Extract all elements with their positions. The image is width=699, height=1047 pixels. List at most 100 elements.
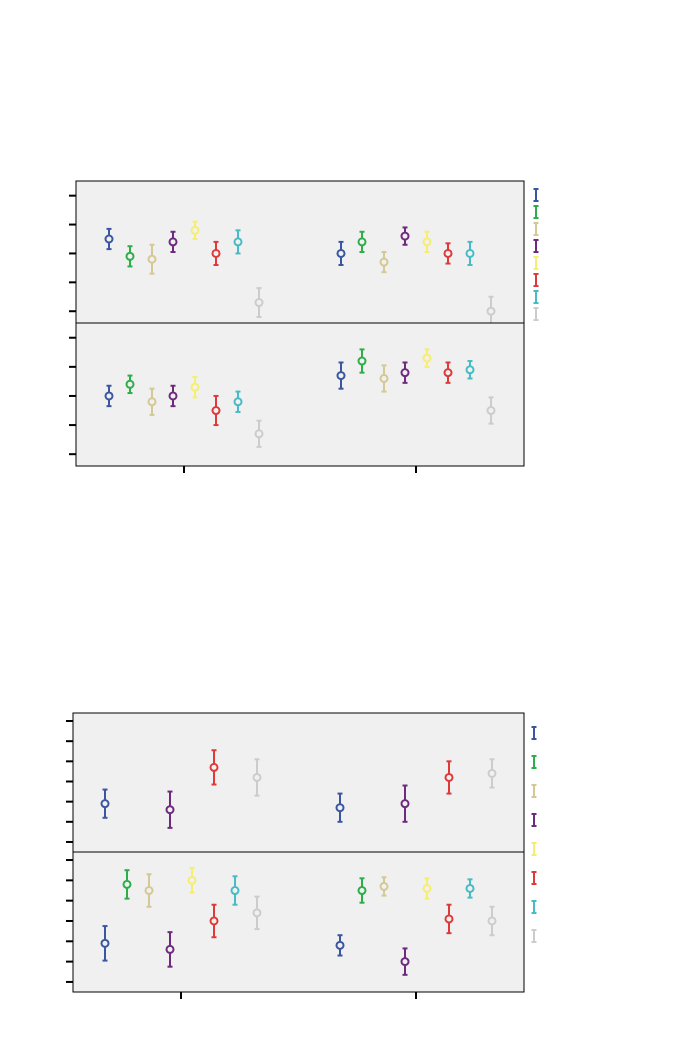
legend-key — [531, 726, 537, 740]
data-point — [252, 758, 262, 797]
data-point — [379, 251, 389, 274]
legend-key — [533, 239, 539, 253]
point-marker — [254, 298, 264, 308]
point-marker — [357, 237, 367, 247]
point-marker — [122, 879, 132, 889]
data-point — [252, 895, 262, 931]
point-marker — [190, 382, 200, 392]
point-marker — [400, 799, 410, 809]
point-marker — [335, 940, 345, 950]
data-point — [335, 934, 345, 957]
data-point — [211, 240, 221, 266]
panel-1 — [69, 180, 525, 327]
data-point — [400, 947, 410, 976]
point-marker — [336, 248, 346, 258]
data-point — [400, 784, 410, 823]
data-point — [125, 374, 135, 395]
data-point — [147, 387, 157, 416]
point-marker — [209, 762, 219, 772]
legend-key — [533, 205, 539, 219]
data-point — [400, 226, 410, 246]
legend — [531, 726, 537, 943]
data-point — [379, 364, 389, 393]
data-point — [487, 758, 497, 789]
point-marker — [400, 957, 410, 967]
legend-key — [533, 290, 539, 304]
point-marker — [104, 391, 114, 401]
point-marker — [211, 248, 221, 258]
point-marker — [230, 886, 240, 896]
point-marker — [165, 805, 175, 815]
data-point — [486, 396, 496, 425]
point-marker — [190, 225, 200, 235]
panel-2 — [66, 851, 525, 993]
chart-bottom — [66, 712, 537, 999]
data-point — [465, 360, 475, 380]
legend — [533, 188, 539, 321]
legend-key — [531, 813, 537, 827]
point-marker — [444, 914, 454, 924]
data-point — [165, 790, 175, 829]
point-marker — [147, 397, 157, 407]
data-point — [335, 792, 345, 823]
legend-key — [533, 256, 539, 270]
point-marker — [336, 371, 346, 381]
point-marker — [357, 886, 367, 896]
data-point — [144, 873, 154, 908]
data-point — [465, 240, 475, 266]
point-marker — [444, 772, 454, 782]
data-point — [400, 361, 410, 384]
data-point — [100, 788, 110, 819]
legend-key — [531, 842, 537, 856]
data-point — [211, 394, 221, 427]
legend-key — [533, 188, 539, 202]
point-marker — [252, 908, 262, 918]
panel-frame — [75, 322, 525, 467]
data-point — [336, 361, 346, 390]
data-point — [104, 227, 114, 251]
data-point — [465, 878, 475, 899]
data-point — [100, 925, 110, 962]
point-marker — [211, 406, 221, 416]
data-point — [422, 230, 432, 253]
point-marker — [443, 248, 453, 258]
legend-key — [531, 871, 537, 885]
point-marker — [400, 368, 410, 378]
legend-key — [533, 273, 539, 287]
point-marker — [233, 237, 243, 247]
data-point — [187, 867, 197, 894]
data-point — [147, 243, 157, 275]
data-point — [336, 240, 346, 266]
data-point — [444, 760, 454, 795]
panel-frame — [72, 851, 525, 993]
point-marker — [400, 231, 410, 241]
data-point — [168, 230, 178, 253]
panel-frame — [72, 712, 525, 853]
point-marker — [422, 237, 432, 247]
data-point — [168, 384, 178, 408]
point-marker — [486, 306, 496, 316]
point-marker — [125, 251, 135, 261]
point-marker — [252, 772, 262, 782]
point-marker — [104, 234, 114, 244]
point-marker — [233, 397, 243, 407]
data-point — [209, 903, 219, 939]
point-marker — [144, 886, 154, 896]
point-marker — [379, 373, 389, 383]
point-marker — [100, 799, 110, 809]
legend-key — [531, 900, 537, 914]
panel-frame — [75, 180, 525, 324]
point-marker — [357, 356, 367, 366]
data-point — [233, 390, 243, 413]
data-point — [209, 749, 219, 786]
data-point — [444, 903, 454, 935]
point-marker — [168, 391, 178, 401]
data-point — [357, 230, 367, 253]
point-marker — [379, 257, 389, 267]
panel-1 — [66, 712, 525, 853]
legend-key — [533, 307, 539, 321]
data-point — [443, 242, 453, 265]
point-marker — [100, 938, 110, 948]
data-point — [422, 348, 432, 368]
